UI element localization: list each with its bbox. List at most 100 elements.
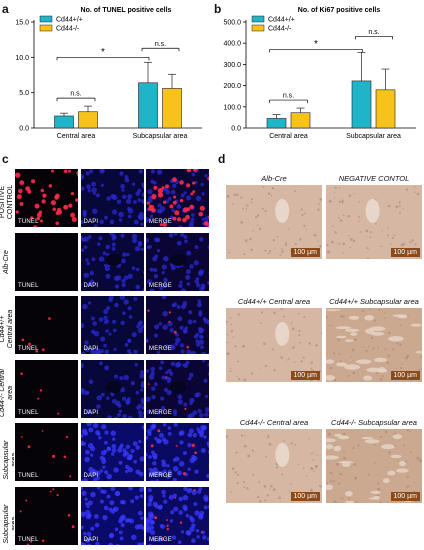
bar-wt xyxy=(266,118,287,129)
micrograph-tile: DAPI xyxy=(79,358,145,419)
channel-label: DAPI xyxy=(83,537,99,543)
micrograph-image xyxy=(146,296,209,355)
bar-ko xyxy=(162,88,182,129)
y-tick-label: 200.0 xyxy=(223,83,241,90)
legend-label: Cd44-/- xyxy=(268,26,292,33)
micrograph-tile: DAPI xyxy=(79,231,145,292)
bar-wt xyxy=(138,82,158,129)
y-tick-label: 0.0 xyxy=(19,126,29,133)
y-tick-label: 5.0 xyxy=(19,90,29,97)
y-tick-label: 400.0 xyxy=(223,41,241,48)
ihc-tile: Cd44-/- Subcapsular area 100 µm xyxy=(326,418,422,504)
panel-letter-c: c xyxy=(2,152,9,166)
bar-ko xyxy=(375,89,396,129)
scale-bar-label: 100 µm xyxy=(390,371,420,380)
scale-bar-label: 100 µm xyxy=(390,492,420,501)
channel-label: DAPI xyxy=(83,409,99,416)
micrograph-tile: TUNEL xyxy=(14,358,79,419)
micrograph-image xyxy=(80,359,144,418)
ihc-caption: Cd44+/+ Subcapsular area xyxy=(329,297,419,306)
ihc-image xyxy=(226,308,322,382)
micrograph-image xyxy=(15,359,78,418)
channel-label: MERGE xyxy=(149,473,173,480)
micrograph-image xyxy=(15,487,78,545)
ihc-tile: NEGATIVE CONTOL 100 µm xyxy=(326,174,422,260)
channel-label: MERGE xyxy=(149,282,173,289)
sig-label: * xyxy=(101,47,105,58)
channel-label: TUNEL xyxy=(18,219,39,225)
channel-label: MERGE xyxy=(149,537,173,543)
micrograph-image xyxy=(146,487,209,545)
channel-label: TUNEL xyxy=(18,537,39,543)
y-tick-label: 15.0 xyxy=(15,20,29,27)
y-tick-label: 100.0 xyxy=(223,104,241,111)
row-label: Cd44+/+ Central area xyxy=(0,309,14,349)
x-tick-label: Subcapsular area xyxy=(133,133,188,140)
legend-swatch xyxy=(251,24,265,32)
micrograph-tile: TUNEL xyxy=(14,422,79,483)
sig-label: n.s. xyxy=(283,93,294,100)
micrograph-tile: TUNEL xyxy=(14,486,79,546)
channel-label: DAPI xyxy=(83,219,99,225)
ihc-tile: Cd44-/- Central area 100 µm xyxy=(226,418,322,504)
channel-label: DAPI xyxy=(83,346,99,353)
micrograph-tile: MERGE xyxy=(145,422,210,483)
channel-label: TUNEL xyxy=(18,282,39,289)
channel-label: DAPI xyxy=(83,282,99,289)
sig-label: n.s. xyxy=(155,41,166,48)
chart-title: No. of Ki67 positive cells xyxy=(298,7,381,14)
channel-label: TUNEL xyxy=(18,409,39,416)
legend-label: Cd44+/+ xyxy=(268,17,295,24)
legend-swatch xyxy=(251,15,265,23)
micrograph-image xyxy=(146,232,209,291)
x-tick-label: Central area xyxy=(269,133,308,140)
scale-bar-label: 100 µm xyxy=(290,492,320,501)
channel-label: MERGE xyxy=(149,409,173,416)
scale-bar-label: 100 µm xyxy=(290,248,320,257)
ihc-tile: Cd44+/+ Central area 100 µm xyxy=(226,297,322,383)
micrograph-image xyxy=(80,232,144,291)
micrograph-tile: TUNEL xyxy=(14,231,79,292)
row-label: Cd44-/- Central area xyxy=(0,368,14,417)
y-tick-label: 500.0 xyxy=(223,20,241,27)
y-tick-label: 300.0 xyxy=(223,62,241,69)
ihc-image xyxy=(226,185,322,259)
channel-label: MERGE xyxy=(149,219,173,225)
micrograph-image xyxy=(146,359,209,418)
ihc-caption: Cd44-/- Central area xyxy=(239,418,309,427)
micrograph-tile: TUNEL xyxy=(14,168,79,228)
panel-d-ihc-grid: Alb-Cre 100 µm NEGATIVE CONTOL 100 µm Cd44+/… xyxy=(224,168,424,550)
micrograph-image xyxy=(146,169,209,227)
channel-label: DAPI xyxy=(83,473,99,480)
micrograph-tile: MERGE xyxy=(145,358,210,419)
micrograph-tile: DAPI xyxy=(79,422,145,483)
micrograph-tile: DAPI xyxy=(79,486,145,546)
panel-letter-b: b xyxy=(214,2,222,16)
micrograph-image xyxy=(80,169,144,227)
micrograph-image xyxy=(15,296,78,355)
channel-label: TUNEL xyxy=(18,346,39,353)
scale-bar-label: 100 µm xyxy=(290,371,320,380)
ihc-tile: Alb-Cre 100 µm xyxy=(226,174,322,260)
bar-wt xyxy=(54,115,74,129)
micrograph-tile: MERGE xyxy=(145,231,210,292)
chart-tunel: No. of TUNEL positive cells 0.0 5.0 10.0 15.… xyxy=(15,7,202,140)
x-tick-label: Central area xyxy=(57,133,96,140)
channel-label: MERGE xyxy=(149,346,173,353)
legend-swatch xyxy=(39,15,53,23)
bar-ko xyxy=(78,111,98,129)
micrograph-image xyxy=(146,423,209,482)
micrograph-tile: TUNEL xyxy=(14,295,79,356)
micrograph-tile: MERGE xyxy=(145,295,210,356)
ihc-caption: Alb-Cre xyxy=(261,174,287,183)
ihc-caption: Cd44+/+ Central area xyxy=(237,297,311,306)
micrograph-image xyxy=(15,423,78,482)
chart-ki67: No. of Ki67 positive cells 0.0 100.0 200.0 3… xyxy=(223,7,416,140)
channel-label: TUNEL xyxy=(18,473,39,480)
ihc-image xyxy=(326,308,422,382)
ihc-tile: Cd44+/+ Subcapsular area 100 µm xyxy=(326,297,422,383)
micrograph-image xyxy=(80,296,144,355)
chart-title: No. of TUNEL positive cells xyxy=(81,7,172,14)
sig-label: * xyxy=(314,39,318,50)
bar-ko xyxy=(290,112,311,129)
